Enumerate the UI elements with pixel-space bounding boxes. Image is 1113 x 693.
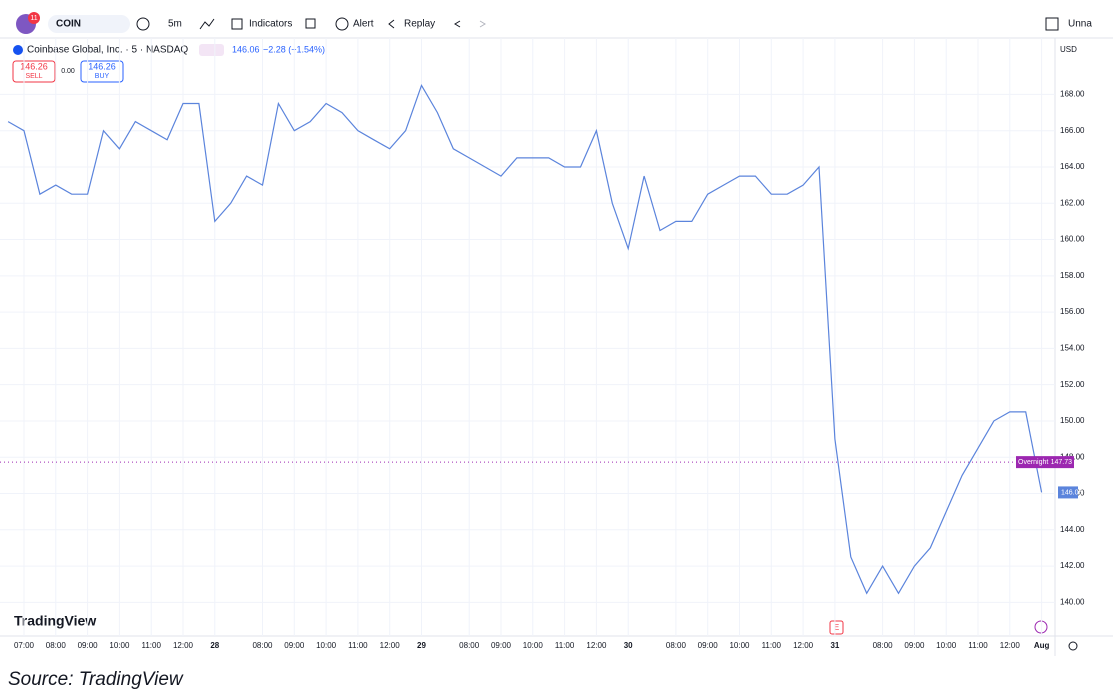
settings[interactable] xyxy=(1068,641,1078,651)
x-tick-label: 29 xyxy=(417,641,426,650)
x-tick-label: 09:00 xyxy=(904,641,925,650)
interval[interactable]: 5m xyxy=(168,19,182,30)
x-tick-label: 12:00 xyxy=(793,641,814,650)
toolbar xyxy=(0,0,1113,38)
x-tick-label: 12:00 xyxy=(1000,641,1021,650)
last-price-tag xyxy=(1058,486,1078,499)
replay[interactable]: Replay xyxy=(404,19,435,30)
y-tick-label: 156.00 xyxy=(1060,307,1085,316)
layout-name[interactable]: Unna xyxy=(1068,19,1092,30)
spread: 0.00 xyxy=(61,68,75,75)
x-tick-label: 11:00 xyxy=(141,641,161,650)
overnight-name: Overnight xyxy=(1018,459,1048,466)
badge xyxy=(28,12,40,24)
badge-count: 11 xyxy=(30,15,37,22)
overnight-price: 147.73 xyxy=(1051,459,1073,466)
watermark: TradingView xyxy=(14,613,96,629)
x-tick-label: 09:00 xyxy=(284,641,305,650)
y-tick-label: 150.00 xyxy=(1060,416,1085,425)
buy-button[interactable] xyxy=(80,60,124,83)
x-tick-label: 11:00 xyxy=(762,641,782,650)
sell-label[interactable]: SELL xyxy=(25,73,42,80)
instrument: Coinbase Global, Inc. · 5 · NASDAQ xyxy=(27,45,188,56)
session-badge xyxy=(199,44,224,56)
grid xyxy=(0,38,1055,636)
x-tick-label: 31 xyxy=(830,641,839,650)
x-tick-label: 11:00 xyxy=(968,641,988,650)
price-line xyxy=(7,83,1043,595)
x-tick-label: 08:00 xyxy=(46,641,67,650)
symbol-search[interactable] xyxy=(48,15,130,33)
x-tick-label: 09:00 xyxy=(698,641,719,650)
y-tick-label: 142.00 xyxy=(1060,561,1085,570)
earnings-marker[interactable] xyxy=(829,620,844,635)
x-tick-label: 11:00 xyxy=(555,641,575,650)
earnings-label[interactable]: E xyxy=(834,623,839,632)
layout-checkbox[interactable] xyxy=(1045,17,1059,31)
x-tick-label: 28 xyxy=(210,641,219,650)
x-tick-label: 08:00 xyxy=(459,641,480,650)
source: Source: TradingView xyxy=(8,669,184,690)
x-tick-label: 10:00 xyxy=(316,641,337,650)
x-tick-label: 10:00 xyxy=(523,641,544,650)
alert[interactable]: Alert xyxy=(353,19,374,30)
y-tick-label: 154.00 xyxy=(1060,343,1085,352)
sell-price[interactable]: 146.26 xyxy=(20,61,48,71)
x-tick-label: 10:00 xyxy=(109,641,130,650)
templates[interactable] xyxy=(305,18,316,29)
last-price-legend: 146.06 xyxy=(232,44,260,54)
y-tick-label: 166.00 xyxy=(1060,126,1085,135)
y-tick-label: 158.00 xyxy=(1060,271,1085,280)
alert-icon[interactable] xyxy=(335,17,349,31)
redo[interactable] xyxy=(479,20,486,28)
x-tick-label: 07:00 xyxy=(14,641,35,650)
indicators[interactable]: Indicators xyxy=(249,19,292,30)
y-tick-label: 164.00 xyxy=(1060,162,1085,171)
x-tick-label: 08:00 xyxy=(252,641,273,650)
last-price: 146.06 xyxy=(1061,489,1083,496)
x-tick-label: Aug xyxy=(1034,641,1050,650)
currency[interactable]: USD xyxy=(1060,45,1077,54)
chart-style[interactable] xyxy=(199,18,215,30)
x-tick-label: 12:00 xyxy=(173,641,194,650)
x-tick-label: 09:00 xyxy=(491,641,512,650)
indicators-icon[interactable] xyxy=(231,18,243,30)
x-tick-label: 30 xyxy=(624,641,633,650)
x-tick-label: 11:00 xyxy=(348,641,368,650)
plot: 140.00142.00144.00146.00148.00150.00152.… xyxy=(0,38,1085,650)
buy-label[interactable]: BUY xyxy=(95,73,110,80)
coin-logo xyxy=(13,45,23,55)
dividend-marker[interactable] xyxy=(1034,620,1048,634)
x-tick-label: 10:00 xyxy=(936,641,957,650)
y-tick-label: 162.00 xyxy=(1060,198,1085,207)
y-tick-label: 160.00 xyxy=(1060,235,1085,244)
overnight-tag xyxy=(1016,456,1074,469)
x-tick-label: 08:00 xyxy=(873,641,894,650)
y-tick-label: 140.00 xyxy=(1060,597,1085,606)
y-tick-label: 152.00 xyxy=(1060,380,1085,389)
add-symbol[interactable] xyxy=(136,17,150,31)
undo[interactable] xyxy=(454,20,461,28)
x-tick-label: 12:00 xyxy=(586,641,607,650)
x-tick-label: 10:00 xyxy=(729,641,750,650)
x-tick-label: 09:00 xyxy=(78,641,99,650)
y-tick-label: 144.00 xyxy=(1060,525,1085,534)
y-tick-label: 168.00 xyxy=(1060,90,1085,99)
x-tick-label: 12:00 xyxy=(380,641,401,650)
buy-price[interactable]: 146.26 xyxy=(88,61,116,71)
x-tick-label: 08:00 xyxy=(666,641,687,650)
symbol[interactable]: COIN xyxy=(56,19,81,30)
replay-icon[interactable] xyxy=(388,19,395,29)
